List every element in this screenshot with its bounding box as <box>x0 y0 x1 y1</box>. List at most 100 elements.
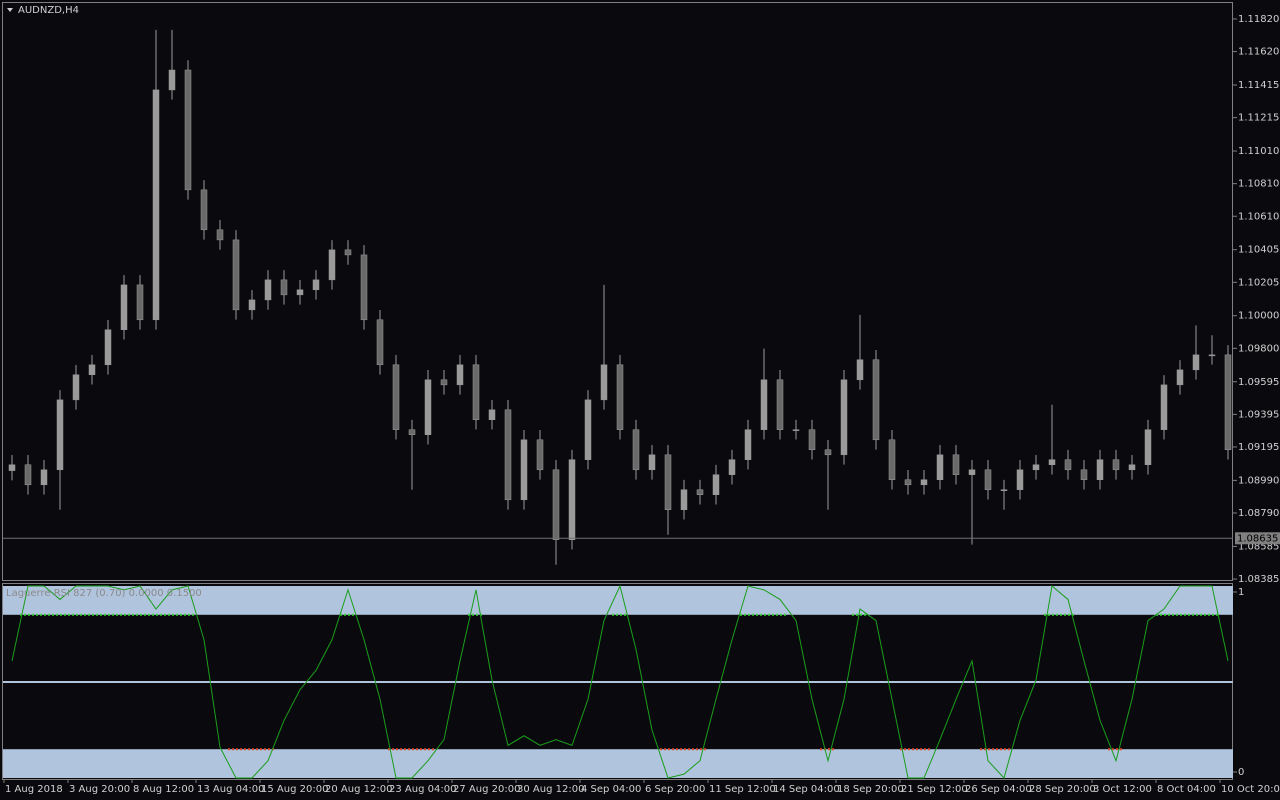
candle-body <box>1224 354 1232 450</box>
candle-body <box>888 439 896 480</box>
candle-body <box>264 279 272 301</box>
y-tick-label: 1.10205 <box>1238 277 1279 288</box>
candle-body <box>376 319 384 366</box>
candle-body <box>312 279 320 291</box>
candle-body <box>440 379 448 386</box>
candle-body <box>712 474 720 495</box>
y-tick-label: 1.08585 <box>1238 541 1279 552</box>
x-tick-label: 20 Aug 12:00 <box>325 784 392 795</box>
candle-body <box>344 249 352 256</box>
y-tick-label: 1.11820 <box>1238 14 1279 25</box>
candle-body <box>1080 469 1088 480</box>
y-tick-label: 1.11415 <box>1238 80 1279 91</box>
candle-body <box>168 69 176 91</box>
x-tick-label: 6 Sep 20:00 <box>645 784 705 795</box>
x-tick-label: 13 Aug 04:00 <box>197 784 264 795</box>
laguerre-rsi-line <box>11 584 1229 779</box>
x-tick-label: 30 Aug 12:00 <box>517 784 584 795</box>
x-tick-label: 3 Aug 20:00 <box>69 784 130 795</box>
x-tick-label: 8 Oct 04:00 <box>1157 784 1216 795</box>
y-tick-label: 1.09395 <box>1238 409 1279 420</box>
candle-body <box>1112 459 1120 471</box>
x-tick-label: 18 Sep 20:00 <box>837 784 904 795</box>
candle-body <box>936 454 944 480</box>
candle-body <box>24 464 32 486</box>
candle-body <box>1192 354 1200 371</box>
x-tick-label: 3 Oct 12:00 <box>1093 784 1152 795</box>
indicator-title: Laguerre RSI 827 (0.70) 0.0000 0.1500 <box>6 588 202 599</box>
candle-body <box>536 439 544 471</box>
candle-body <box>728 459 736 475</box>
x-tick-label: 11 Sep 12:00 <box>709 784 776 795</box>
y-tick-label: 1.11620 <box>1238 47 1279 58</box>
candle-body <box>88 364 96 375</box>
candle-body <box>424 379 432 435</box>
x-tick-label: 15 Aug 20:00 <box>261 784 328 795</box>
x-tick-label: 14 Sep 04:00 <box>773 784 840 795</box>
candle-body <box>72 374 80 401</box>
y-tick-label: 1.08385 <box>1238 574 1279 585</box>
y-tick-label: 1 <box>1238 587 1244 598</box>
candle-body <box>952 454 960 475</box>
candle-body <box>808 429 816 450</box>
candle-body <box>408 429 416 435</box>
candle-body <box>824 449 832 456</box>
candle-body <box>1000 489 1008 491</box>
candle-body <box>584 399 592 460</box>
y-tick-label: 1.11215 <box>1238 113 1279 124</box>
candle-body <box>200 189 208 231</box>
y-tick-label: 1.09195 <box>1238 442 1279 453</box>
candle-body <box>104 329 112 366</box>
candle-body <box>776 379 784 430</box>
y-tick-label: 0 <box>1238 767 1244 778</box>
y-tick-label: 1.09595 <box>1238 377 1279 388</box>
candle-body <box>840 379 848 456</box>
candle-body <box>472 364 480 420</box>
x-tick-label: 21 Sep 12:00 <box>901 784 968 795</box>
candle-body <box>616 364 624 430</box>
candle-body <box>872 359 880 441</box>
x-tick-label: 4 Sep 04:00 <box>581 784 641 795</box>
candle-body <box>696 489 704 495</box>
candle-body <box>120 284 128 330</box>
candle-body <box>248 299 256 311</box>
candle-body <box>648 454 656 471</box>
candle-body <box>216 229 224 241</box>
x-tick-label: 23 Aug 04:00 <box>389 784 456 795</box>
candle-body <box>488 409 496 420</box>
y-tick-label: 1.10000 <box>1238 311 1279 322</box>
candle-body <box>280 279 288 296</box>
candle-body <box>328 249 336 281</box>
y-tick-label: 1.10610 <box>1238 211 1279 222</box>
y-tick-label: 1.08990 <box>1238 475 1279 486</box>
main-panel-frame <box>2 2 1233 581</box>
oversold-zone <box>3 749 1233 778</box>
y-tick-label: 1.09800 <box>1238 343 1279 354</box>
candle-body <box>920 479 928 486</box>
chart-title: AUDNZD,H4 <box>18 5 79 16</box>
candle-body <box>56 399 64 471</box>
current-price-label: 1.08635 <box>1237 533 1278 544</box>
candle-body <box>1144 429 1152 465</box>
candle-body <box>904 479 912 486</box>
candle-body <box>456 364 464 386</box>
candle-body <box>392 364 400 430</box>
candle-body <box>1048 459 1056 465</box>
candle-body <box>792 429 800 431</box>
candle-body <box>552 469 560 540</box>
candle-body <box>1016 469 1024 490</box>
candle-body <box>968 469 976 475</box>
candle-body <box>152 89 160 321</box>
current-price-box <box>1235 532 1280 545</box>
candle-body <box>1032 464 1040 471</box>
x-tick-label: 8 Aug 12:00 <box>133 784 194 795</box>
candle-body <box>296 289 304 296</box>
y-tick-label: 1.11010 <box>1238 146 1279 157</box>
candle-body <box>1176 369 1184 386</box>
x-tick-label: 26 Sep 04:00 <box>965 784 1032 795</box>
candle-body <box>504 409 512 501</box>
candle-body <box>568 459 576 540</box>
symbol-menu-arrow[interactable] <box>7 8 13 12</box>
candle-body <box>1096 459 1104 480</box>
